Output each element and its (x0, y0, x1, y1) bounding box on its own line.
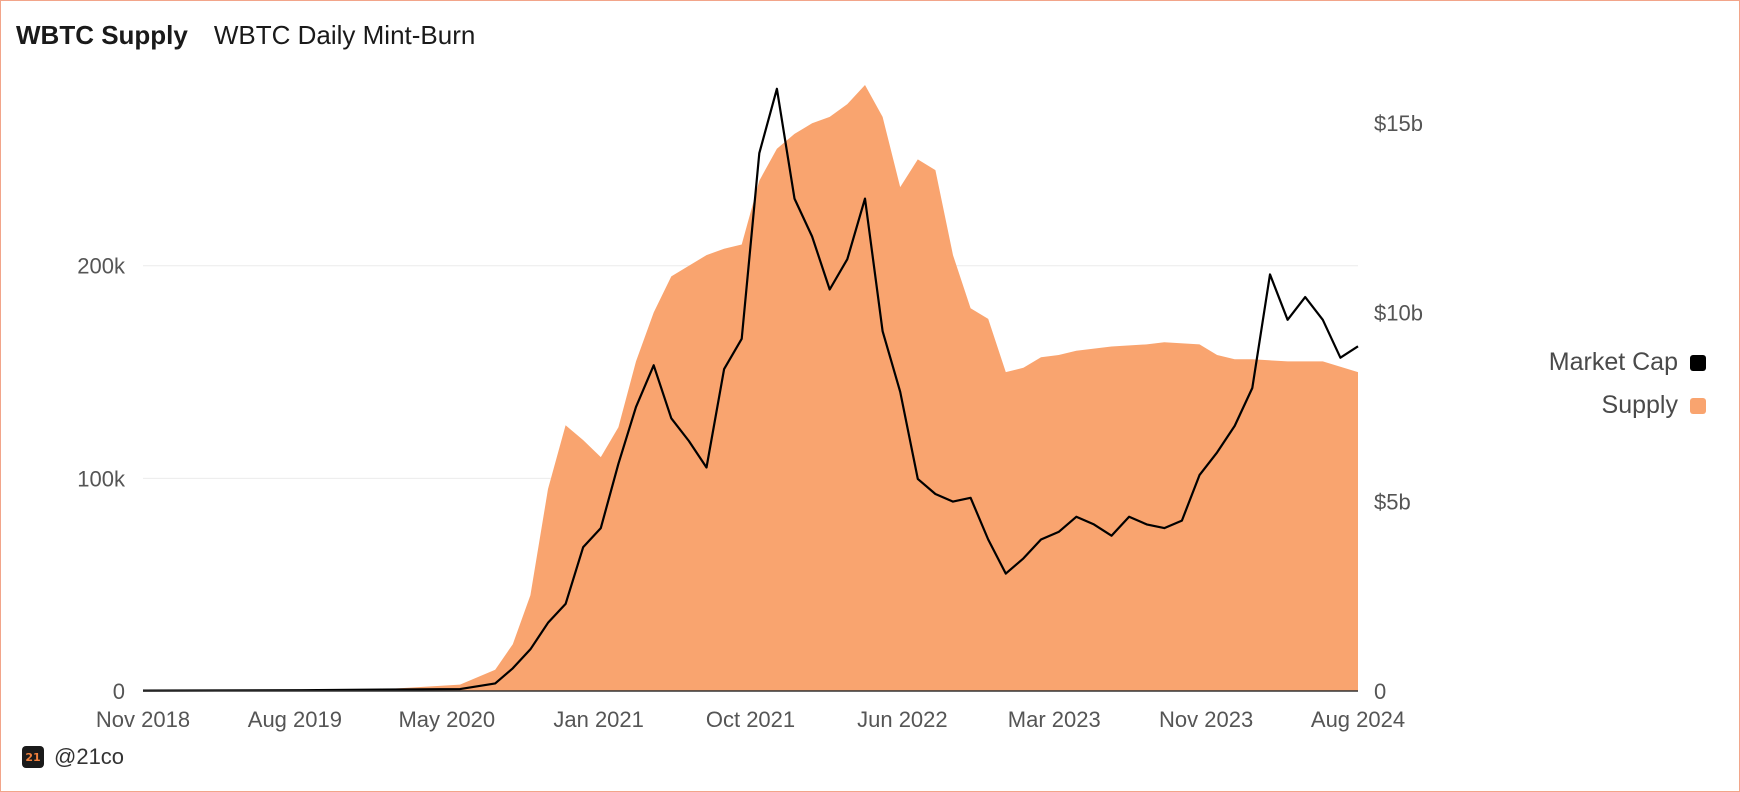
x-tick-label: Jun 2022 (857, 707, 948, 732)
y-right-tick-label: $5b (1374, 490, 1411, 515)
legend-swatch-supply (1690, 397, 1706, 414)
tab-wbtc-supply[interactable]: WBTC Supply (16, 20, 188, 50)
chart-tabs: WBTC Supply WBTC Daily Mint-Burn (16, 20, 475, 51)
legend-item-market-cap[interactable]: Market Cap (1549, 348, 1706, 377)
21co-logo-icon: 21 (22, 746, 44, 768)
footer-handle[interactable]: @21co (54, 744, 125, 769)
legend-swatch-market-cap (1690, 354, 1706, 371)
tab-wbtc-daily-mint-burn[interactable]: WBTC Daily Mint-Burn (213, 20, 476, 50)
chart-legend: Market Cap Supply (1549, 348, 1706, 420)
y-right-tick-label: 0 (1374, 679, 1386, 704)
legend-item-supply[interactable]: Supply (1602, 391, 1706, 420)
series-line-market-cap (142, 87, 1359, 692)
y-left-tick-label: 200k (77, 254, 126, 279)
y-left-tick-label: 0 (113, 679, 125, 704)
series-area-supply (143, 85, 1358, 691)
x-tick-label: Nov 2018 (96, 707, 190, 732)
y-right-tick-label: $10b (1374, 300, 1423, 325)
legend-label-market-cap: Market Cap (1548, 348, 1678, 376)
x-tick-label: Aug 2024 (1311, 707, 1405, 732)
x-tick-label: Oct 2021 (706, 707, 795, 732)
legend-label-supply: Supply (1601, 391, 1678, 419)
x-tick-label: Jan 2021 (553, 707, 644, 732)
x-tick-label: Nov 2023 (1159, 707, 1253, 732)
x-tick-label: Aug 2019 (248, 707, 342, 732)
x-tick-label: May 2020 (398, 707, 495, 732)
y-right-tick-label: $15b (1374, 111, 1423, 136)
footer-brand: 21 @21co (22, 744, 124, 770)
x-tick-label: Mar 2023 (1008, 707, 1101, 732)
y-left-tick-label: 100k (77, 466, 126, 491)
